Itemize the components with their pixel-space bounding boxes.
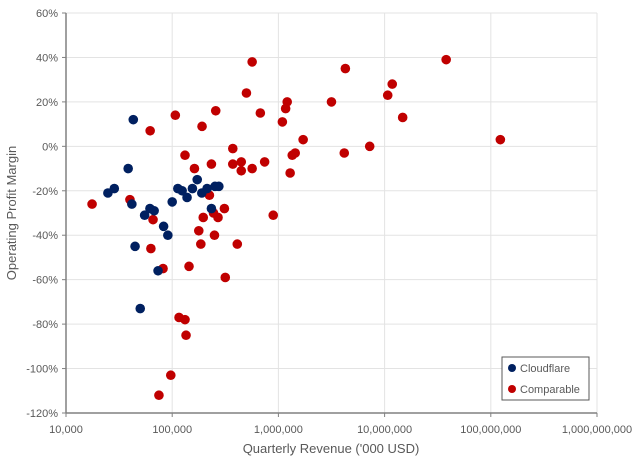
point-comparable bbox=[210, 105, 221, 116]
point-comparable bbox=[227, 159, 238, 169]
point-comparable bbox=[232, 239, 243, 249]
legend-label-comparable: Comparable bbox=[520, 384, 580, 396]
point-comparable bbox=[213, 212, 223, 223]
x-tick-label: 10,000 bbox=[49, 424, 83, 436]
x-axis-label: Quarterly Revenue ('000 USD) bbox=[243, 441, 420, 456]
point-comparable bbox=[290, 148, 301, 158]
point-cloudflare bbox=[128, 114, 139, 125]
point-comparable bbox=[148, 214, 158, 225]
y-tick-label: -100% bbox=[26, 364, 58, 376]
y-tick-label: -120% bbox=[26, 408, 58, 420]
x-tick-label: 1,000,000,000 bbox=[562, 424, 632, 436]
x-tick-label: 100,000 bbox=[152, 424, 192, 436]
point-cloudflare bbox=[182, 192, 192, 203]
axes bbox=[62, 12, 598, 417]
point-comparable bbox=[197, 121, 207, 132]
point-comparable bbox=[247, 57, 257, 67]
point-comparable bbox=[220, 272, 231, 283]
y-tick-label: -80% bbox=[32, 319, 58, 331]
point-comparable bbox=[189, 163, 200, 174]
point-comparable bbox=[339, 148, 350, 158]
legend: Cloudflare Comparable bbox=[501, 356, 590, 401]
point-comparable bbox=[277, 117, 288, 127]
gridlines bbox=[66, 12, 598, 413]
point-cloudflare bbox=[109, 183, 120, 194]
point-comparable bbox=[196, 239, 206, 249]
point-cloudflare bbox=[206, 203, 217, 214]
point-comparable bbox=[206, 159, 217, 169]
x-tick-label: 100,000,000 bbox=[460, 424, 521, 436]
point-comparable bbox=[282, 97, 292, 107]
point-comparable bbox=[241, 88, 252, 98]
point-cloudflare bbox=[139, 210, 150, 221]
point-comparable bbox=[298, 134, 308, 145]
point-comparable bbox=[255, 108, 266, 118]
point-comparable bbox=[268, 210, 279, 221]
point-comparable bbox=[236, 165, 247, 176]
point-comparable bbox=[227, 143, 238, 154]
y-tick-label: -40% bbox=[32, 230, 58, 242]
point-cloudflare bbox=[127, 199, 137, 209]
y-tick-label: 0% bbox=[42, 141, 58, 153]
point-cloudflare bbox=[163, 230, 173, 241]
point-comparable bbox=[170, 110, 181, 121]
point-cloudflare bbox=[214, 181, 224, 192]
point-comparable bbox=[495, 134, 506, 145]
point-comparable bbox=[184, 261, 194, 272]
point-comparable bbox=[145, 125, 155, 136]
point-comparable bbox=[236, 157, 247, 167]
legend-box bbox=[501, 356, 590, 401]
x-tick-label: 1,000,000 bbox=[254, 424, 303, 436]
point-comparable bbox=[165, 370, 176, 381]
point-comparable bbox=[180, 314, 190, 325]
point-comparable bbox=[181, 330, 191, 341]
point-comparable bbox=[209, 230, 220, 241]
point-cloudflare bbox=[158, 221, 169, 232]
point-cloudflare bbox=[167, 197, 177, 207]
point-cloudflare bbox=[153, 265, 163, 276]
point-cloudflare bbox=[123, 163, 133, 174]
y-tick-label: 20% bbox=[36, 97, 58, 109]
y-axis-label: Operating Profit Margin bbox=[4, 146, 19, 280]
y-tick-label: 40% bbox=[36, 52, 58, 64]
point-comparable bbox=[154, 390, 164, 401]
legend-marker-cloudflare bbox=[508, 364, 516, 372]
point-comparable bbox=[219, 203, 230, 214]
point-cloudflare bbox=[192, 174, 203, 185]
point-comparable bbox=[387, 79, 398, 89]
point-comparable bbox=[364, 141, 375, 152]
point-comparable bbox=[259, 157, 270, 167]
point-cloudflare bbox=[135, 303, 146, 314]
point-comparable bbox=[146, 243, 156, 254]
y-tick-label: -60% bbox=[32, 275, 58, 287]
y-tick-label: 60% bbox=[36, 8, 58, 20]
point-comparable bbox=[397, 112, 408, 123]
point-comparable bbox=[87, 199, 97, 209]
point-cloudflare bbox=[202, 183, 212, 194]
legend-marker-comparable bbox=[508, 385, 516, 393]
point-cloudflare bbox=[187, 183, 198, 194]
y-tick-label: -20% bbox=[32, 186, 58, 198]
point-cloudflare bbox=[130, 241, 140, 252]
point-comparable bbox=[198, 212, 209, 223]
point-comparable bbox=[247, 163, 257, 174]
point-comparable bbox=[340, 63, 351, 74]
point-comparable bbox=[180, 150, 190, 161]
point-cloudflare bbox=[149, 205, 159, 216]
point-comparable bbox=[382, 90, 393, 101]
point-comparable bbox=[441, 54, 451, 65]
tick-labels: 60% 40% 20% 0% -20% -40% -60% -80% -100% -120% 10,… bbox=[26, 8, 632, 436]
data-points bbox=[87, 54, 506, 401]
point-comparable bbox=[326, 97, 337, 107]
point-comparable bbox=[285, 168, 295, 178]
point-comparable bbox=[193, 225, 204, 236]
point-cloudflare bbox=[177, 185, 187, 196]
x-tick-label: 10,000,000 bbox=[357, 424, 412, 436]
legend-label-cloudflare: Cloudflare bbox=[520, 363, 570, 375]
